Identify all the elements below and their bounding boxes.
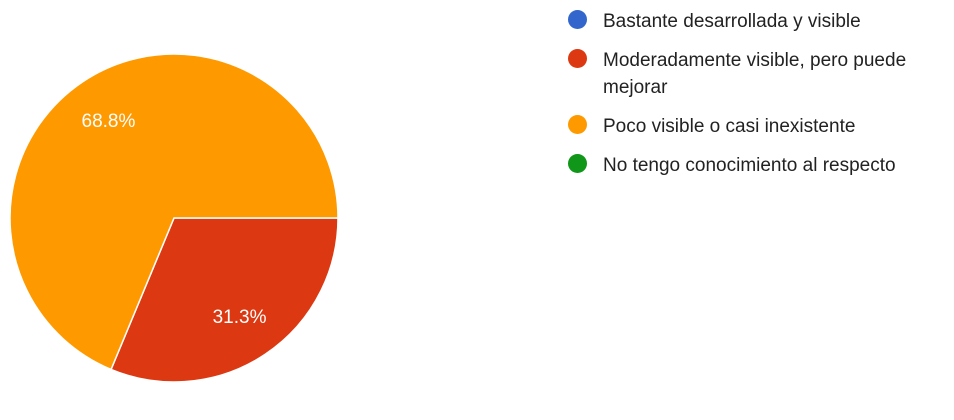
legend-item-bastante[interactable]: Bastante desarrollada y visible — [568, 8, 948, 35]
legend-swatch-no-tengo — [568, 154, 587, 173]
slice-label-poco: 68.8% — [82, 111, 136, 132]
legend-item-poco[interactable]: Poco visible o casi inexistente — [568, 113, 948, 140]
pie-slice-poco[interactable] — [9, 53, 339, 371]
legend-label-no-tengo: No tengo conocimiento al respecto — [603, 155, 896, 176]
legend-label-moderadamente: Moderadamente visible, pero puede mejora… — [603, 50, 907, 98]
legend-swatch-moderadamente — [568, 49, 587, 68]
legend-swatch-poco — [568, 115, 587, 134]
slice-label-moderadamente: 31.3% — [213, 307, 267, 328]
legend: Bastante desarrollada y visible Moderada… — [568, 8, 948, 191]
legend-item-no-tengo[interactable]: No tengo conocimiento al respecto — [568, 152, 948, 179]
legend-label-poco: Poco visible o casi inexistente — [603, 116, 856, 137]
pie-slice-moderadamente[interactable] — [110, 217, 339, 383]
legend-swatch-bastante — [568, 10, 587, 29]
legend-label-bastante: Bastante desarrollada y visible — [603, 11, 861, 32]
legend-item-moderadamente[interactable]: Moderadamente visible, pero puede mejora… — [568, 47, 948, 101]
